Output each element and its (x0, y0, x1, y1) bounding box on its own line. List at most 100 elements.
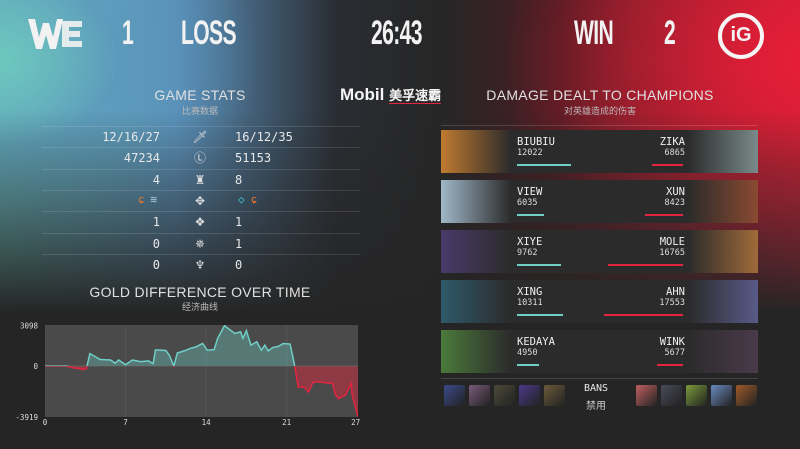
gold-difference-chart: 3098 0 -3919 0 7 14 21 27 (15, 322, 360, 427)
left-champion-portrait (441, 280, 511, 323)
right-ban-champion-icon (686, 385, 707, 406)
left-ban-champion-icon (444, 385, 465, 406)
stat-right-value: 0 (235, 257, 243, 272)
left-player-name: BIUBIU (517, 136, 555, 148)
gold-chart-subtitle: 经济曲线 (181, 303, 218, 313)
left-player-name: XIYE (517, 236, 543, 248)
stat-row: 4 ♜ 8 (42, 168, 360, 190)
stat-left-value: 0 (152, 236, 160, 251)
elder-dragon-icon: ♆ (194, 257, 206, 272)
game-timer: 26:43 (371, 14, 422, 52)
bans-label: BANS (583, 383, 609, 394)
left-damage-bar (517, 214, 545, 216)
left-damage-bar (517, 314, 564, 316)
left-team-score: 1 (122, 14, 134, 52)
right-ban-champion-icon (636, 385, 657, 406)
sponsor-logo: Mobil 美孚速霸 (340, 85, 442, 105)
damage-row: XING 10311 AHN 17553 (441, 280, 758, 323)
divider (441, 378, 758, 379)
left-ban-champion-icon (544, 385, 565, 406)
right-ban-champion-icon (711, 385, 732, 406)
tower-icon: ♜ (194, 172, 206, 187)
right-damage-bar (657, 364, 683, 366)
stat-left-value: 12/16/27 (102, 130, 160, 144)
stat-row: 0 ✵ 1 (42, 232, 360, 254)
left-ban-champion-icon (469, 385, 490, 406)
left-player-damage: 6035 (517, 198, 538, 208)
infernal-drake-icon: ɕ (250, 192, 258, 206)
gold-lead-area-blue (87, 325, 295, 366)
rift-herald-icon: ❖ (194, 215, 206, 230)
right-ban-champion-icon (661, 385, 682, 406)
right-damage-bar (604, 314, 683, 316)
stat-right-value: 1 (235, 215, 243, 230)
right-damage-bar (607, 264, 683, 266)
left-champion-portrait (441, 330, 511, 373)
right-player-name: MOLE (659, 236, 685, 248)
right-player-damage: 16765 (659, 248, 685, 258)
stat-row: 47234 Ⓛ 51153 (42, 147, 360, 168)
dragon-icon: ✥ (194, 193, 206, 208)
x-tick-label: 21 (282, 418, 291, 427)
left-player-damage: 4950 (517, 348, 538, 358)
stat-left-value: 0 (152, 257, 160, 272)
hextech-drake-icon: ◇ (238, 192, 245, 206)
stat-left-value: 47234 (123, 151, 160, 166)
stat-left-value: 4 (152, 172, 160, 187)
right-team-score: 2 (664, 14, 676, 52)
right-champion-portrait (688, 330, 758, 373)
stat-row: 0 ♆ 0 (42, 253, 360, 275)
left-champion-portrait (441, 180, 511, 223)
left-player-damage: 9762 (517, 248, 538, 258)
right-ban-champion-icon (736, 385, 757, 406)
right-damage-bar (645, 214, 683, 216)
sponsor-tagline: 美孚速霸 (389, 88, 442, 104)
gold-icon: Ⓛ (193, 151, 206, 166)
left-player-name: KEDAYA (517, 336, 555, 348)
stat-row: 1 ❖ 1 (42, 211, 360, 232)
left-ban-champion-icon (494, 385, 515, 406)
left-damage-bar (517, 164, 572, 166)
damage-row: XIYE 9762 MOLE 16765 (441, 230, 758, 273)
damage-subtitle: 对英雄造成的伤害 (563, 107, 636, 117)
stat-right-value: 1 (235, 236, 243, 251)
damage-row: KEDAYA 4950 WINK 5677 (441, 330, 758, 373)
right-player-damage: 17553 (659, 298, 685, 308)
cloud-drake-icon: ≋ (150, 192, 157, 206)
x-tick-label: 0 (43, 418, 48, 427)
stat-left-value: 1 (152, 215, 160, 230)
game-stats-subtitle: 比赛数据 (181, 107, 218, 117)
right-player-name: XUN (666, 186, 685, 198)
ig-team-logo: iG (718, 13, 764, 59)
x-tick-label: 27 (351, 418, 360, 427)
right-player-name: AHN (666, 286, 685, 298)
stat-row: 12/16/27 🗡 16/12/35 (42, 126, 360, 147)
right-champion-portrait (688, 180, 758, 223)
right-player-name: ZIKA (659, 136, 685, 148)
x-tick-label: 7 (123, 418, 128, 427)
game-stats-title: GAME STATS (154, 87, 246, 103)
stat-right-value: 16/12/35 (235, 130, 293, 144)
sponsor-brand: Mobil (340, 85, 385, 104)
left-damage-bar (517, 364, 540, 366)
gold-line-blue (45, 325, 296, 366)
right-team-result: WIN (574, 14, 614, 52)
we-team-logo (28, 17, 84, 51)
stat-row: ɕ ≋ ✥ ◇ ɕ (42, 189, 360, 211)
left-player-name: VIEW (517, 186, 543, 198)
bans-sublabel: 禁用 (586, 401, 606, 412)
left-player-damage: 12022 (517, 148, 543, 158)
y-tick-label: 0 (33, 362, 38, 371)
right-player-damage: 8423 (664, 198, 685, 208)
damage-row: BIUBIU 12022 ZIKA 6865 (441, 130, 758, 173)
left-player-damage: 10311 (517, 298, 543, 308)
sword-icon: 🗡 (192, 130, 208, 144)
stat-right-value: 8 (235, 172, 243, 187)
damage-title: DAMAGE DEALT TO CHAMPIONS (486, 87, 714, 103)
left-ban-champion-icon (519, 385, 540, 406)
right-champion-portrait (688, 130, 758, 173)
baron-icon: ✵ (194, 236, 206, 251)
gold-chart-title: GOLD DIFFERENCE OVER TIME (89, 284, 311, 300)
right-player-name: WINK (659, 336, 685, 348)
gold-lead-area-red (45, 365, 358, 417)
